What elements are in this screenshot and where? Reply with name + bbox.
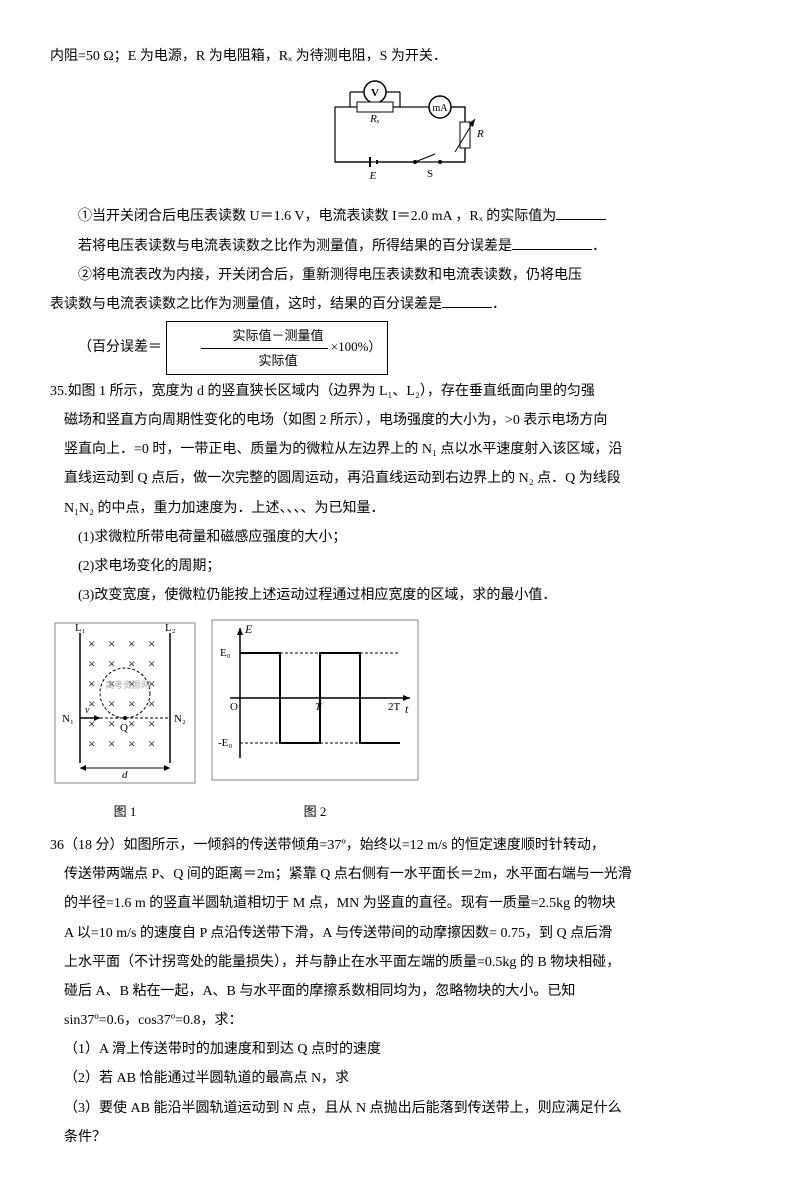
q35-s3: (3)改变宽度，使微粒仍能按上述运动过程通过相应宽度的区域，求的最小值．: [50, 583, 750, 608]
circuit-S: S: [427, 168, 433, 180]
q35-p4: 直线运动到 Q 点后，做一次完整的圆周运动，再沿直线运动到右边界上的 N₂ 点．…: [50, 466, 750, 491]
svg-text:L₁: L₁: [75, 622, 86, 634]
q1-formula: （百分误差＝ 实际值－测量值 实际值 ×100%）: [50, 321, 750, 375]
svg-text:高考资源网: 高考资源网: [105, 679, 150, 690]
svg-text:×: ×: [108, 696, 115, 711]
svg-text:T: T: [315, 701, 322, 713]
svg-text:×: ×: [128, 736, 135, 751]
q35: 35.如图 1 所示，宽度为 d 的竖直狭长区域内（边界为 L₁、L₂），存在垂…: [50, 379, 750, 404]
q1-line1: ①当开关闭合后电压表读数 U＝1.6 V，电流表读数 I＝2.0 mA ，Rₓ …: [50, 204, 750, 229]
svg-text:×: ×: [88, 676, 95, 691]
q35-s2: (2)求电场变化的周期；: [50, 554, 750, 579]
svg-text:×: ×: [148, 656, 155, 671]
circuit-R: R: [476, 128, 484, 140]
svg-text:×: ×: [88, 656, 95, 671]
q36-s4: 条件？: [50, 1125, 750, 1150]
q35-p5: N₁N₂ 的中点，重力加速度为．上述、、、、为已知量．: [50, 496, 750, 521]
svg-text:d: d: [122, 769, 128, 781]
svg-text:E: E: [244, 622, 253, 636]
svg-text:×: ×: [128, 696, 135, 711]
q36-l2: 传送带两端点 P、Q 间的距离＝2m；紧靠 Q 点右侧有一水平面长＝2m，水平面…: [50, 862, 750, 887]
intro-line: 内阻=50 Ω；E 为电源，R 为电阻箱，Rₓ 为待测电阻，S 为开关．: [50, 44, 750, 69]
svg-text:v: v: [85, 705, 90, 716]
q35-s1: (1)求微粒所带电荷量和磁感应强度的大小；: [50, 525, 750, 550]
q1-line3: ②将电流表改为内接，开关闭合后，重新测得电压表读数和电流表读数，仍将电压: [50, 263, 750, 288]
q35-p2: 磁场和竖直方向周期性变化的电场（如图 2 所示），电场强度的大小为，>0 表示电…: [50, 408, 750, 433]
q36-s1: （1）A 滑上传送带时的加速度和到达 Q 点时的速度: [50, 1037, 750, 1062]
svg-text:E₀: E₀: [220, 647, 231, 659]
q35-figures: L₁ L₂ ×××× ×××× ×××× ×××× ×××× ×××× N₁ N…: [50, 618, 750, 823]
svg-text:×: ×: [108, 656, 115, 671]
q1-line4: 表读数与电流表读数之比作为测量值，这时，结果的百分误差是．: [50, 292, 750, 317]
q36-s3: （3）要使 AB 能沿半圆轨道运动到 N 点，且从 N 点抛出后能落到传送带上，…: [50, 1096, 750, 1121]
fig2-wrap: E t O E₀ -E₀ T 2T 图 2: [210, 618, 420, 823]
svg-text:Q: Q: [120, 722, 128, 734]
fig2-label: 图 2: [210, 800, 420, 823]
q36-s2: （2）若 AB 恰能通过半圆轨道的最高点 N，求: [50, 1066, 750, 1091]
q36-l4: A 以=10 m/s 的速度自 P 点沿传送带下滑，A 与传送带间的动摩擦因数=…: [50, 921, 750, 946]
svg-text:O: O: [230, 701, 238, 713]
svg-text:×: ×: [148, 736, 155, 751]
q35-p3: 竖直向上．=0 时，一带正电、质量为的微粒从左边界上的 N₁ 点以水平速度射入该…: [50, 437, 750, 462]
q36-l6: 碰后 A、B 粘在一起，A、B 与水平面的摩擦系数相同均为，忽略物块的大小。已知: [50, 979, 750, 1004]
circuit-diagram: V Rₓ mA R E S: [50, 77, 750, 196]
circuit-E: E: [369, 170, 377, 182]
svg-text:×: ×: [128, 636, 135, 651]
svg-text:×: ×: [88, 736, 95, 751]
svg-text:-E₀: -E₀: [218, 737, 232, 749]
svg-text:×: ×: [148, 636, 155, 651]
q36-l7: sin37º=0.6，cos37º=0.8，求：: [50, 1008, 750, 1033]
circuit-mA: mA: [433, 103, 449, 114]
q1-line2: 若将电压表读数与电流表读数之比作为测量值，所得结果的百分误差是．: [50, 234, 750, 259]
svg-text:2T: 2T: [388, 701, 401, 713]
fig1-wrap: L₁ L₂ ×××× ×××× ×××× ×××× ×××× ×××× N₁ N…: [50, 618, 200, 823]
q36-l1: 36（18 分）如图所示，一倾斜的传送带倾角=37º，始终以=12 m/s 的恒…: [50, 833, 750, 858]
svg-text:t: t: [405, 702, 409, 716]
q36-l5: 上水平面（不计拐弯处的能量损失），并与静止在水平面左端的质量=0.5kg 的 B…: [50, 950, 750, 975]
svg-text:×: ×: [88, 636, 95, 651]
circuit-Rx: Rₓ: [369, 113, 380, 125]
q36-l3: 的半径=1.6 m 的竖直半圆轨道相切于 M 点，MN 为竖直的直径。现有一质量…: [50, 891, 750, 916]
svg-text:L₂: L₂: [165, 622, 176, 634]
svg-text:N₂: N₂: [174, 713, 186, 725]
svg-text:×: ×: [108, 636, 115, 651]
svg-text:N₁: N₁: [62, 713, 74, 725]
fig1-label: 图 1: [50, 800, 200, 823]
circuit-V: V: [371, 87, 379, 99]
svg-text:×: ×: [108, 736, 115, 751]
